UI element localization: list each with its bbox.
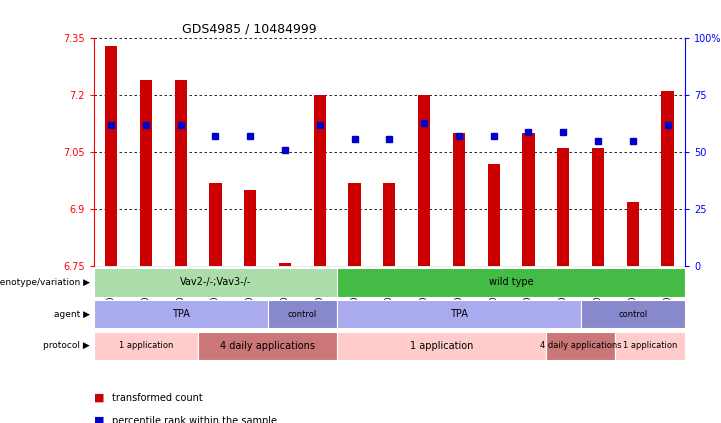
Bar (174, 80, 187, 266)
Bar (140, 80, 152, 266)
Text: Vav2-/-;Vav3-/-: Vav2-/-;Vav3-/- (180, 277, 251, 287)
Text: ■: ■ (94, 393, 107, 403)
Bar (105, 46, 118, 266)
Text: 1 application: 1 application (119, 341, 173, 350)
Text: TPA: TPA (450, 309, 468, 319)
Text: ■: ■ (94, 416, 107, 423)
Bar (337, 300, 580, 328)
Text: agent ▶: agent ▶ (54, 310, 90, 319)
Text: percentile rank within the sample: percentile rank within the sample (112, 416, 277, 423)
Bar (337, 332, 546, 360)
Bar (244, 190, 257, 266)
Bar (94, 300, 267, 328)
Bar (487, 164, 500, 266)
Bar (337, 268, 685, 297)
Bar (522, 133, 534, 266)
Bar (661, 91, 673, 266)
Text: control: control (618, 310, 647, 319)
Bar (453, 133, 465, 266)
Text: 1 application: 1 application (623, 341, 677, 350)
Bar (627, 202, 639, 266)
Bar (384, 183, 395, 266)
Bar (592, 148, 604, 266)
Bar (314, 95, 326, 266)
Text: protocol ▶: protocol ▶ (43, 341, 90, 350)
Bar (418, 95, 430, 266)
Text: wild type: wild type (489, 277, 534, 287)
Bar (546, 332, 616, 360)
Text: 1 application: 1 application (410, 341, 473, 351)
Bar (209, 183, 221, 266)
Bar (279, 263, 291, 266)
Text: 4 daily applications: 4 daily applications (220, 341, 315, 351)
Text: transformed count: transformed count (112, 393, 203, 403)
Bar (267, 300, 337, 328)
Text: genotype/variation ▶: genotype/variation ▶ (0, 278, 90, 287)
Bar (198, 332, 337, 360)
Bar (348, 183, 360, 266)
Bar (94, 332, 198, 360)
Bar (580, 300, 685, 328)
Text: TPA: TPA (172, 309, 190, 319)
Bar (94, 268, 337, 297)
Text: GDS4985 / 10484999: GDS4985 / 10484999 (182, 22, 317, 36)
Bar (616, 332, 685, 360)
Text: control: control (288, 310, 317, 319)
Text: 4 daily applications: 4 daily applications (540, 341, 622, 350)
Bar (557, 148, 570, 266)
